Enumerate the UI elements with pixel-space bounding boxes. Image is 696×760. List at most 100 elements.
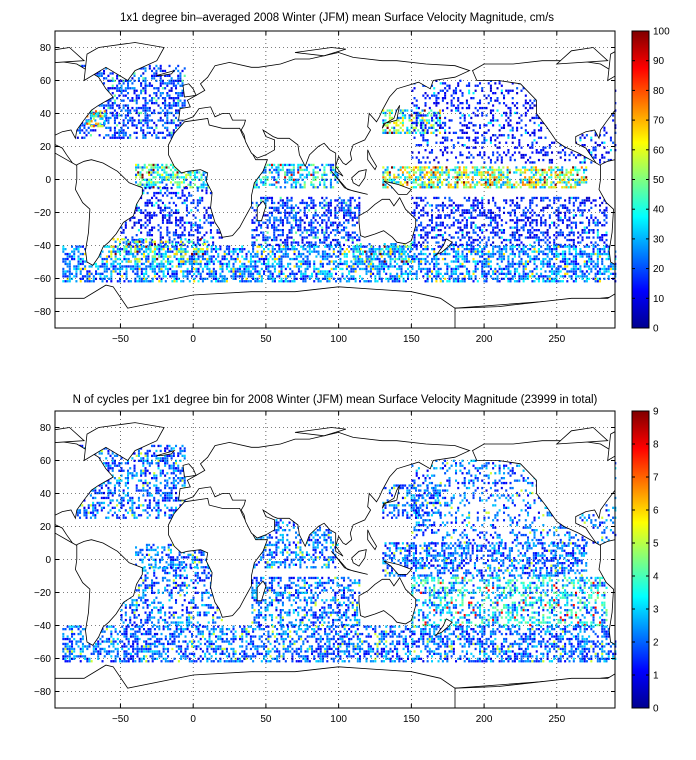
data-cell (393, 173, 396, 177)
data-cell (441, 153, 444, 157)
data-cell (170, 79, 173, 83)
data-cell (105, 126, 108, 130)
data-cell (90, 120, 93, 123)
data-cell (546, 238, 549, 242)
data-cell (583, 209, 586, 212)
data-cell (164, 106, 167, 110)
data-cell (312, 186, 315, 189)
data-cell (599, 134, 602, 137)
data-cell (382, 166, 385, 169)
data-cell (502, 183, 505, 186)
data-cell (157, 206, 160, 210)
data-cell (417, 158, 420, 162)
data-cell (175, 87, 178, 90)
data-cell (323, 238, 326, 242)
data-cell (537, 241, 540, 244)
data-cell (553, 196, 556, 200)
data-cell (552, 186, 555, 189)
data-cell (301, 241, 304, 244)
data-cell (172, 211, 175, 215)
data-cell (79, 280, 82, 283)
data-cell (535, 214, 538, 217)
data-cell (463, 211, 466, 215)
data-cell (572, 196, 575, 200)
data-cell (489, 121, 492, 125)
data-cell (312, 163, 315, 167)
data-cell (159, 186, 162, 189)
data-cell (465, 99, 468, 102)
data-cell (430, 124, 433, 127)
data-cell (290, 178, 293, 182)
data-cell (458, 173, 461, 177)
data-cell (241, 277, 244, 281)
data-cell (493, 183, 496, 186)
data-cell (415, 114, 418, 117)
data-cell (145, 272, 148, 276)
data-cell (118, 131, 121, 135)
data-cell (305, 216, 308, 219)
data-cell (152, 171, 155, 174)
data-cell (494, 204, 497, 207)
data-cell (449, 183, 452, 186)
data-cell (474, 139, 477, 142)
data-cell (281, 219, 284, 222)
data-cell (483, 224, 486, 227)
data-cell (196, 199, 199, 202)
data-cell (509, 89, 512, 92)
data-cell (180, 257, 183, 261)
data-cell (479, 153, 482, 157)
data-cell (494, 139, 497, 142)
data-cell (135, 99, 138, 102)
data-cell (439, 131, 442, 135)
data-cell (209, 236, 212, 239)
data-cell (401, 119, 404, 122)
data-cell (535, 178, 538, 182)
data-cell (347, 211, 350, 215)
data-cell (277, 176, 280, 179)
data-cell (310, 173, 313, 177)
data-cell (122, 106, 125, 110)
data-cell (144, 186, 147, 190)
data-cell (151, 111, 154, 115)
data-cell (155, 99, 158, 102)
data-cell (196, 236, 199, 239)
data-cell (223, 252, 226, 256)
data-cell (327, 206, 330, 210)
data-cell (135, 173, 138, 177)
data-cell (312, 216, 315, 219)
data-cell (157, 191, 160, 195)
data-cell (511, 102, 514, 105)
data-cell (295, 216, 298, 219)
data-cell (334, 206, 337, 210)
data-cell (463, 114, 466, 117)
data-cell (219, 280, 222, 283)
data-cell (422, 236, 425, 239)
data-cell (459, 102, 462, 105)
data-cell (148, 84, 151, 87)
data-cell (131, 236, 134, 239)
data-cell (557, 216, 560, 219)
data-cell (401, 116, 404, 120)
data-cell (522, 209, 525, 212)
data-cell (329, 171, 332, 174)
data-cell (277, 171, 280, 174)
data-cell (351, 196, 354, 200)
data-cell (193, 171, 196, 174)
data-cell (159, 84, 162, 87)
data-cell (201, 196, 204, 200)
data-cell (202, 186, 205, 189)
data-cell (159, 106, 162, 110)
data-cell (445, 178, 448, 182)
data-cell (470, 153, 473, 157)
data-cell (323, 186, 326, 189)
data-cell (305, 168, 308, 172)
data-cell (215, 277, 218, 281)
data-cell (193, 267, 196, 271)
data-cell (225, 248, 228, 251)
data-cell (476, 243, 479, 247)
data-cell (468, 216, 471, 219)
data-cell (472, 124, 475, 127)
data-cell (175, 209, 178, 212)
data-cell (493, 168, 496, 172)
data-cell (68, 280, 71, 283)
